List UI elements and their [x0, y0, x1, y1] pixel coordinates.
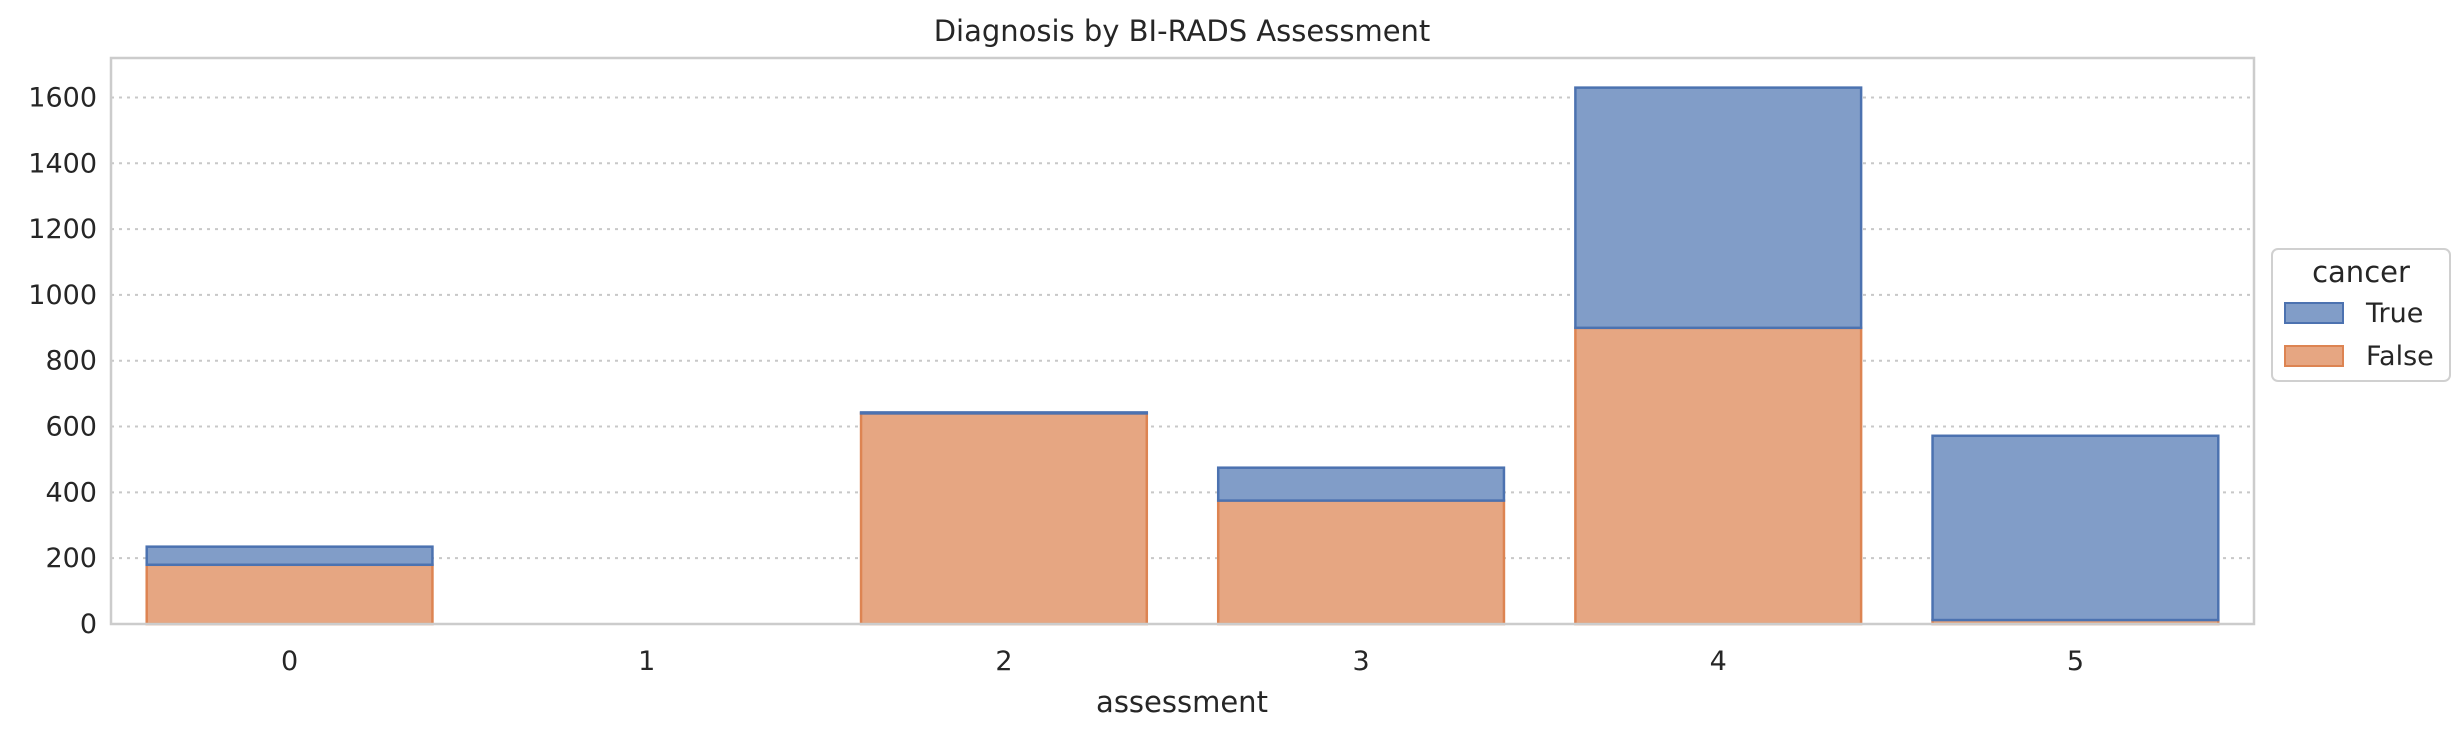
- y-tick-label: 800: [45, 346, 97, 377]
- y-tick-label: 0: [80, 609, 97, 640]
- gridlines: [111, 96, 2254, 560]
- y-tick-label: 600: [45, 412, 97, 443]
- y-tick-label: 1000: [28, 280, 97, 311]
- legend-title: cancer: [2312, 255, 2410, 289]
- x-tick-label: 3: [1352, 646, 1369, 677]
- x-tick-label: 1: [638, 646, 655, 677]
- x-tick-label: 4: [1710, 646, 1727, 677]
- legend-label-false: False: [2366, 341, 2434, 372]
- bar-true-4: [1574, 86, 1863, 330]
- x-tick-label: 5: [2067, 646, 2084, 677]
- y-tick-label: 1400: [28, 148, 97, 179]
- x-axis-label: assessment: [1096, 685, 1268, 719]
- bar-false-4: [1574, 326, 1863, 626]
- bar-false-0: [145, 563, 434, 626]
- bars: [145, 86, 2220, 626]
- bar-true-2: [859, 411, 1149, 415]
- y-tick-label: 1600: [28, 82, 97, 113]
- legend-swatch-false: [2284, 345, 2344, 367]
- y-tick-label: 1200: [28, 214, 97, 245]
- y-tick-label: 200: [45, 543, 97, 574]
- bar-false-2: [859, 412, 1149, 626]
- x-tick-label: 0: [281, 646, 298, 677]
- legend-label-true: True: [2365, 298, 2423, 329]
- plot-frame: [109, 56, 2256, 626]
- x-axis-ticks: 0 1 2 3 4 5: [281, 646, 2084, 677]
- y-axis-ticks: 0 200 400 600 800 1000 1200 1400 1600: [28, 82, 97, 640]
- bar-true-5: [1931, 434, 2220, 622]
- y-tick-label: 400: [45, 477, 97, 508]
- legend: cancer True False: [2271, 248, 2451, 382]
- bar-true-3: [1216, 466, 1506, 502]
- bar-false-3: [1216, 499, 1506, 626]
- bar-true-0: [145, 545, 434, 567]
- x-tick-label: 2: [995, 646, 1012, 677]
- chart-title: Diagnosis by BI-RADS Assessment: [934, 14, 1431, 48]
- legend-swatch-true: [2284, 302, 2344, 324]
